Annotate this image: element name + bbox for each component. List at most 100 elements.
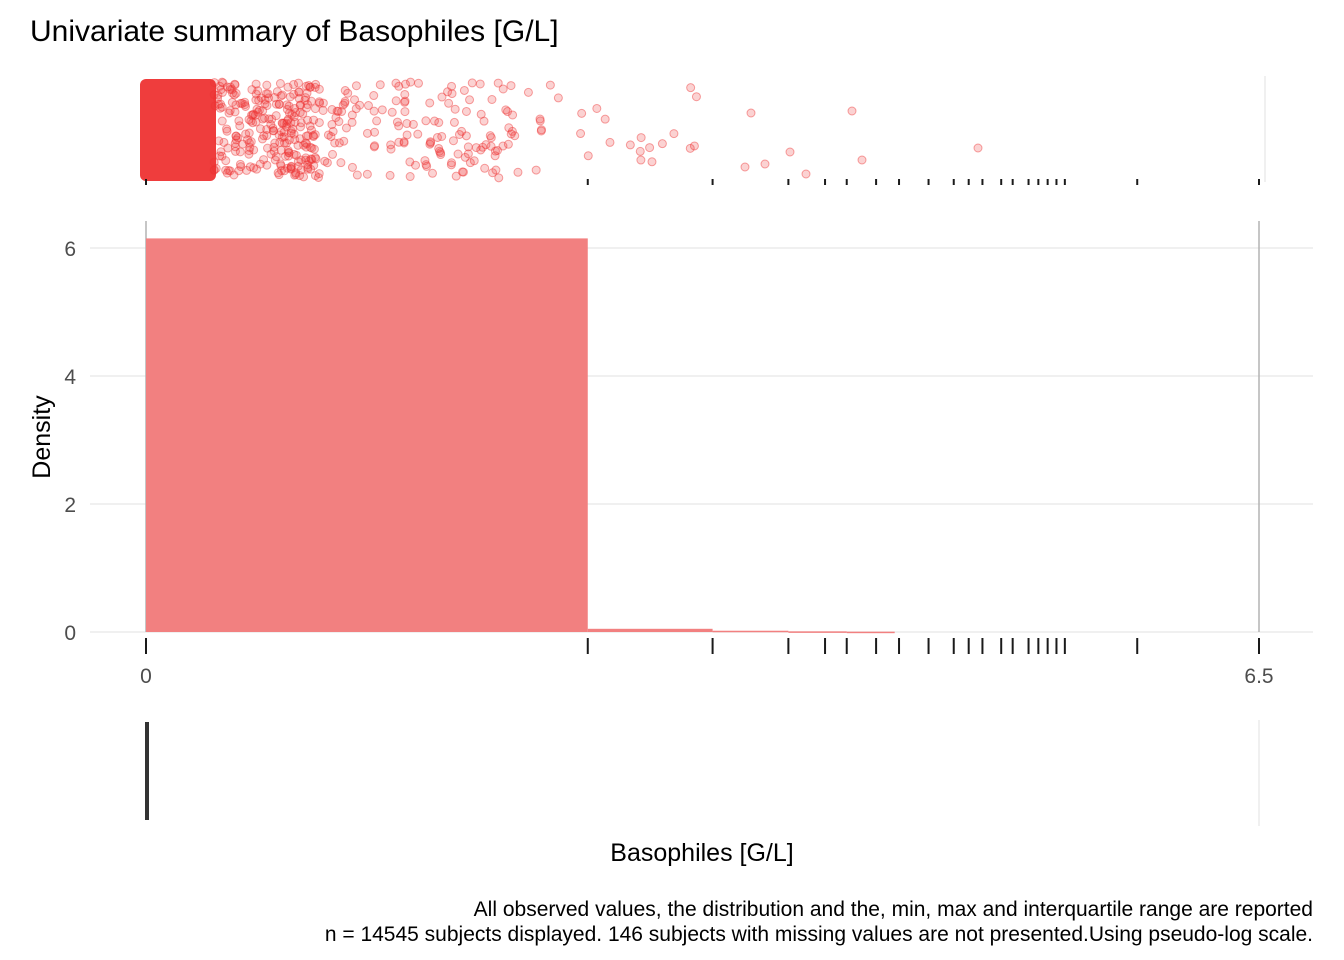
observation-point [320,156,330,166]
observation-point [310,104,320,114]
observation-point [225,166,235,176]
observation-point [235,159,245,169]
observation-point [331,112,341,122]
observation-point [305,82,315,92]
observation-point [375,80,385,90]
observation-point [274,130,284,140]
observation-point [269,126,279,136]
observation-point [234,116,244,126]
observation-point [386,140,396,150]
observation-point [304,156,314,166]
observation-point [531,165,541,175]
observation-point [296,165,306,175]
observation-point [215,99,225,109]
observation-point [290,135,300,145]
observation-point [461,131,471,141]
observation-point [229,170,239,180]
observation-point [225,106,235,116]
observation-point [229,90,239,100]
observation-point [457,167,467,177]
observation-point [332,106,342,116]
observation-point [350,95,360,105]
observation-point [283,82,293,92]
observation-point [215,151,225,161]
observation-point [274,99,284,109]
observation-point [303,160,313,170]
observation-point [310,82,320,92]
observation-point [268,126,278,136]
observation-point [216,147,226,157]
observation-point [847,106,857,116]
observation-point [237,98,247,108]
observation-point [327,105,337,115]
observation-point [447,81,457,91]
observation-point [278,118,288,128]
observation-point [285,92,295,102]
observation-point [425,137,435,147]
observation-point [447,158,457,168]
y-axis-title: Density [28,395,56,479]
observation-point [334,138,344,148]
observation-point [275,159,285,169]
observation-point [227,97,237,107]
observation-point [281,122,291,132]
observation-point [244,149,254,159]
observation-point [271,152,281,162]
histogram-bar [146,238,588,632]
observation-point [465,158,475,168]
observation-point [222,126,232,136]
observation-point [274,170,284,180]
observation-point [288,124,298,134]
observation-point [740,162,750,172]
observation-point [277,132,287,142]
observation-point [230,138,240,148]
histogram-panel: 0 2 4 6 0 6.5 Density [28,221,1313,688]
observation-point [300,95,310,105]
observation-point [253,107,263,117]
observation-point [453,149,463,159]
observation-point [413,129,423,139]
observation-point [478,142,488,152]
observation-point [242,165,252,175]
observation-point [421,160,431,170]
observation-point [264,114,274,124]
observation-point [577,108,587,118]
observation-point [310,130,320,140]
observation-point [286,128,296,138]
x-tick-label-max: 6.5 [1244,665,1273,688]
observation-point [286,118,296,128]
observation-point [233,133,243,143]
observation-point [259,155,269,165]
histogram-bar [846,631,895,634]
observation-point [600,114,610,124]
observation-point [408,119,418,129]
observation-point [592,103,602,113]
observation-point [222,124,232,134]
observation-point [222,82,232,92]
observation-point [490,151,500,161]
observation-point [657,139,667,149]
observation-point [523,87,533,97]
observation-point [432,132,442,142]
observation-point [327,120,337,130]
observation-point [295,122,305,132]
observation-point [272,87,282,97]
observation-point [231,131,241,141]
histogram-rug [145,638,1260,654]
observation-point [422,161,432,171]
observation-point [535,114,545,124]
observation-point [444,98,454,108]
observation-point [245,162,255,172]
observation-point [465,95,475,105]
y-tick-label: 2 [64,494,76,517]
observation-point [286,126,296,136]
observation-point [501,105,511,115]
observation-point [760,159,770,169]
observation-point [260,95,270,105]
observation-point [293,78,303,88]
observation-point [247,110,257,120]
observation-point [236,162,246,172]
observation-point [271,99,281,109]
observation-point [255,159,265,169]
observation-point [488,168,498,178]
